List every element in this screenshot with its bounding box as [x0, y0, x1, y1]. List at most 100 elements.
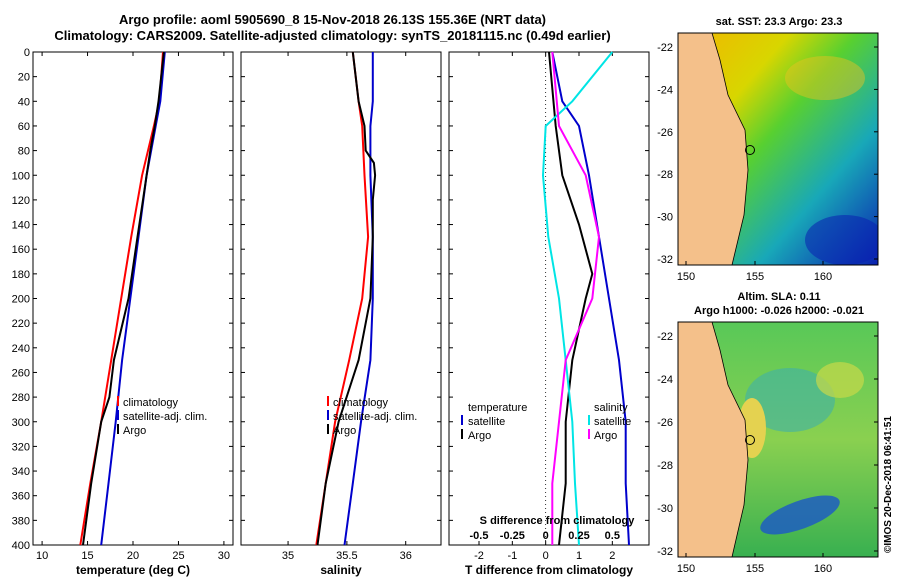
x-tick-label: 2 — [609, 550, 615, 562]
x-tick-label: 1 — [576, 550, 582, 562]
sst-cold-patch — [805, 215, 878, 265]
lon-tick-label: 160 — [814, 271, 832, 283]
secondary-tick-label: 0.5 — [605, 530, 620, 542]
salinity-panel: 35 35.5 36 salinity climatology satellite-adj… — [240, 51, 442, 577]
x-tick-label: 15 — [81, 550, 93, 562]
x-tick-label: -2 — [474, 550, 484, 562]
sla-eddy — [760, 495, 840, 535]
sla-map-title-line2: Argo h1000: -0.026 h2000: -0.021 — [694, 305, 864, 317]
series-line — [551, 51, 630, 546]
lon-tick-label: 150 — [677, 271, 695, 283]
y-tick-label: 20 — [18, 72, 30, 84]
series-line — [541, 51, 614, 546]
lon-tick-label: 150 — [677, 563, 695, 575]
y-tick-label: 200 — [12, 294, 30, 306]
chart-title-line1: Argo profile: aoml 5905690_8 15-Nov-2018… — [118, 12, 547, 27]
lat-tick-label: -22 — [657, 42, 673, 54]
sst-map-ticks: -22 -24 -26 -28 -30 -32 150 155 160 — [657, 42, 878, 283]
legend-label: climatology — [333, 397, 389, 409]
secondary-tick-label: -0.25 — [500, 530, 525, 542]
sst-map: -22 -24 -26 -28 -30 -32 150 155 160 — [657, 32, 879, 283]
sst-land-mass — [678, 33, 749, 265]
sla-high — [816, 362, 864, 398]
sla-land-mass — [678, 322, 749, 557]
difference-panel: -2 -1 0 1 2T difference from climatology temp… — [448, 51, 650, 577]
y-tick-label: 300 — [12, 417, 30, 429]
y-tick-label: 180 — [12, 269, 30, 281]
plot-frame — [32, 51, 234, 546]
y-tick-label: 120 — [12, 195, 30, 207]
sla-map-title-line1: Altim. SLA: 0.11 — [737, 291, 821, 303]
plot-frame — [240, 51, 442, 546]
secondary-tick-label: 0 — [543, 530, 549, 542]
legend-label: Argo — [468, 430, 491, 442]
y-tick-label: 240 — [12, 343, 30, 355]
legend-label: Argo — [123, 425, 146, 437]
lat-tick-label: -26 — [657, 417, 673, 429]
y-tick-label: 400 — [12, 540, 30, 552]
legend-label: Argo — [333, 425, 356, 437]
x-tick-label: 35 — [282, 550, 294, 562]
y-tick-label: 100 — [12, 170, 30, 182]
y-tick-label: 140 — [12, 220, 30, 232]
lat-tick-label: -26 — [657, 127, 673, 139]
y-tick-label: 320 — [12, 441, 30, 453]
y-tick-label: 60 — [18, 121, 30, 133]
temperature-panel: 0 20 40 60 80 100 120 140 160 180 200 220 240 260 280 3… — [12, 47, 234, 577]
series-line — [551, 51, 601, 545]
secondary-axis-label: S difference from climatology — [480, 515, 636, 527]
y-tick-label: 0 — [24, 47, 30, 59]
y-tick-label: 380 — [12, 515, 30, 527]
x-tick-label: 20 — [127, 550, 139, 562]
x-axis-label: salinity — [320, 563, 362, 577]
sla-map-ticks: -22 -24 -26 -28 -30 -32 150 155 160 — [657, 331, 878, 575]
sla-argo-location-marker — [745, 435, 755, 445]
y-tick-label: 160 — [12, 244, 30, 256]
sst-warm-patch — [785, 56, 865, 100]
x-axis-label: temperature (deg C) — [76, 563, 190, 577]
lat-tick-label: -22 — [657, 331, 673, 343]
legend-heading: salinity — [594, 402, 628, 414]
legend-label: climatology — [123, 397, 179, 409]
series-line — [316, 51, 377, 546]
y-tick-label: 340 — [12, 466, 30, 478]
x-tick-label: -1 — [507, 550, 517, 562]
legend-label: Argo — [594, 430, 617, 442]
x-tick-label: 10 — [36, 550, 48, 562]
lat-tick-label: -32 — [657, 254, 673, 266]
imos-credit: ©IMOS 20-Dec-2018 06:41:51 — [883, 416, 894, 553]
y-tick-label: 260 — [12, 367, 30, 379]
series-line — [548, 51, 594, 546]
series-line — [82, 51, 165, 546]
legend-heading: temperature — [468, 402, 527, 414]
y-tick-label: 280 — [12, 392, 30, 404]
y-tick-label: 220 — [12, 318, 30, 330]
lat-tick-label: -30 — [657, 503, 673, 515]
lat-tick-label: -28 — [657, 169, 673, 181]
x-tick-label: 25 — [172, 550, 184, 562]
x-tick-label: 0 — [543, 550, 549, 562]
x-axis-label: T difference from climatology — [465, 563, 633, 577]
sst-map-frame — [677, 32, 879, 266]
lon-tick-label: 155 — [746, 563, 764, 575]
legend-label: satellite — [468, 416, 505, 428]
x-tick-label: 30 — [218, 550, 230, 562]
sla-map: -22 -24 -26 -28 -30 -32 150 155 160 — [657, 321, 879, 575]
lat-tick-label: -28 — [657, 460, 673, 472]
lat-tick-label: -30 — [657, 212, 673, 224]
sla-trough — [745, 368, 835, 432]
lat-tick-label: -32 — [657, 546, 673, 558]
secondary-tick-label: -0.5 — [470, 530, 489, 542]
series-line — [100, 51, 166, 546]
sst-argo-location-marker — [745, 145, 755, 155]
y-tick-label: 360 — [12, 491, 30, 503]
legend-label: satellite — [594, 416, 631, 428]
series-line — [343, 52, 374, 546]
series-line — [315, 51, 370, 546]
lat-tick-label: -24 — [657, 84, 673, 96]
lat-tick-label: -24 — [657, 374, 673, 386]
legend-label: satellite-adj. clim. — [333, 411, 417, 423]
lon-tick-label: 160 — [814, 563, 832, 575]
sla-map-frame — [677, 321, 879, 558]
